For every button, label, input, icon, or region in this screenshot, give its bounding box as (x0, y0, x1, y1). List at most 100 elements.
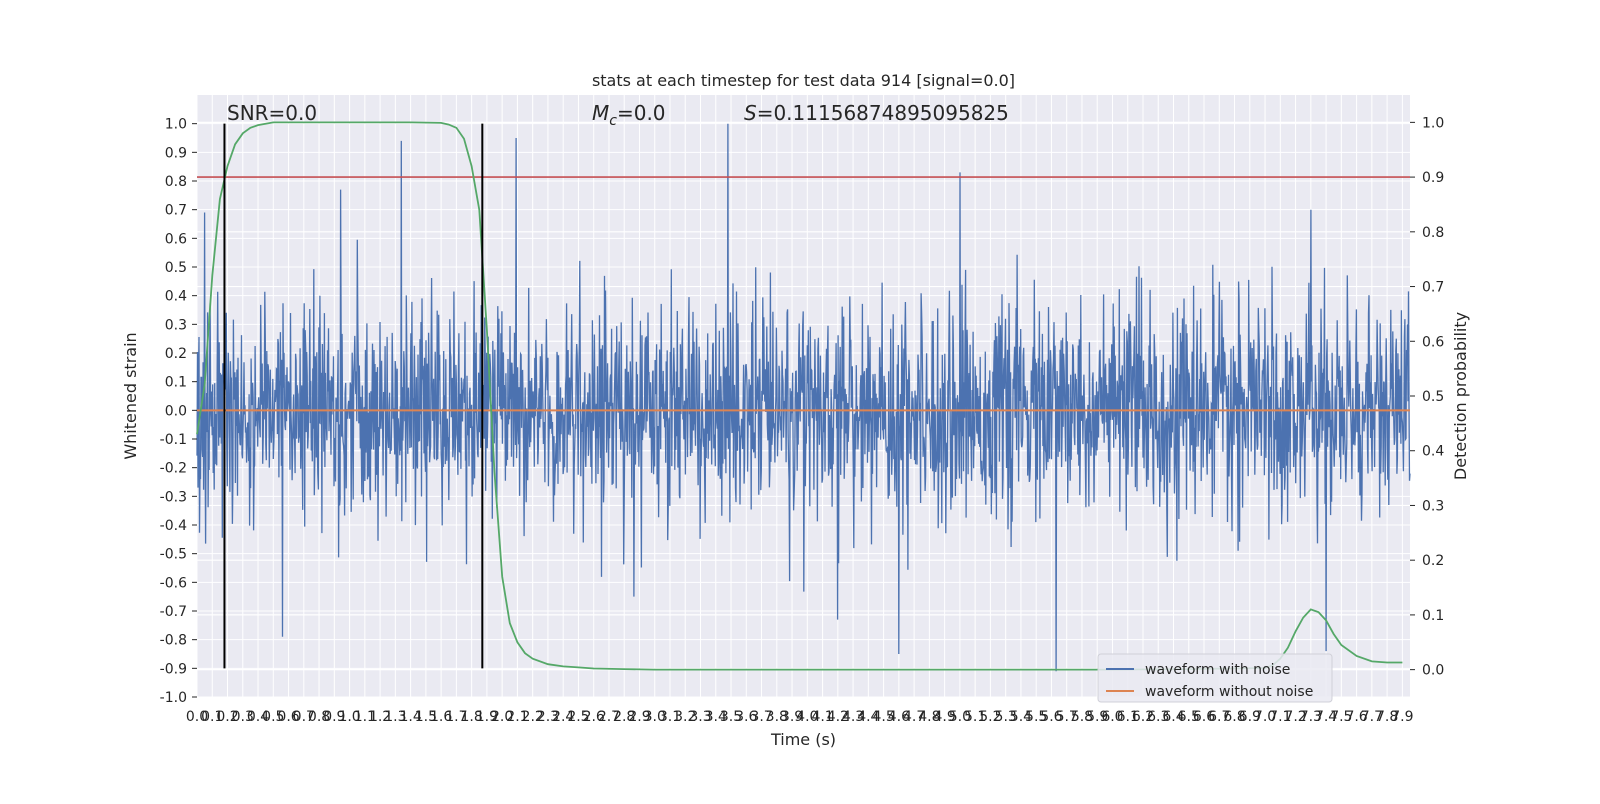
y-left-tick-label: 0.9 (165, 145, 187, 161)
y-left-tick-label: 0.5 (165, 260, 187, 276)
y-left-tick-label: 0.1 (165, 375, 187, 391)
x-tick-label: 5.3 (995, 709, 1017, 725)
x-tick-label: 5.8 (1071, 709, 1093, 725)
x-tick-label: 6.3 (1147, 709, 1169, 725)
chart-title: stats at each timestep for test data 914… (592, 71, 1015, 90)
x-tick-label: 4.9 (934, 709, 956, 725)
y-right-tick-label: 0.8 (1422, 225, 1444, 241)
x-tick-label: 0.6 (277, 709, 299, 725)
y-left-tick-label: -0.1 (160, 432, 187, 448)
x-tick-label: 3.7 (750, 709, 772, 725)
y-left-tick-label: 0.4 (165, 289, 187, 305)
y-left-tick-label: -0.4 (160, 518, 187, 534)
x-tick-label: 0.5 (262, 709, 284, 725)
x-tick-label: 1.0 (338, 709, 360, 725)
x-tick-label: 3.4 (705, 709, 727, 725)
s-value: =0.11156874895095825 (757, 101, 1009, 125)
y-left-tick-label: -0.3 (160, 489, 187, 505)
y-right-tick-label: 0.4 (1422, 444, 1444, 460)
y-left-tick-label: 0.2 (165, 346, 187, 362)
s-statistic-annotation: S=0.11156874895095825 (744, 101, 1009, 125)
x-tick-label: 0.9 (323, 709, 345, 725)
x-tick-label: 6.7 (1208, 709, 1230, 725)
x-tick-label: 6.8 (1223, 709, 1245, 725)
y-axis-left-label: Whitened strain (121, 332, 140, 459)
x-tick-label: 0.8 (308, 709, 330, 725)
x-tick-label: 5.4 (1010, 709, 1032, 725)
mc-symbol: M (592, 101, 609, 125)
x-tick-label: 2.0 (491, 709, 513, 725)
x-tick-label: 4.3 (842, 709, 864, 725)
x-tick-label: 6.5 (1178, 709, 1200, 725)
y-right-tick-label: 0.7 (1422, 280, 1444, 296)
y-left-tick-label: -0.2 (160, 461, 187, 477)
s-symbol: S (744, 101, 757, 125)
x-tick-label: 1.7 (445, 709, 467, 725)
x-tick-label: 2.6 (583, 709, 605, 725)
x-tick-label: 0.7 (293, 709, 315, 725)
x-tick-label: 5.6 (1040, 709, 1062, 725)
x-tick-label: 0.0 (186, 709, 208, 725)
x-tick-label: 2.4 (552, 709, 574, 725)
x-tick-label: 1.4 (399, 709, 421, 725)
x-tick-label: 7.4 (1315, 709, 1337, 725)
x-tick-label: 7.7 (1361, 709, 1383, 725)
x-tick-label: 6.2 (1132, 709, 1154, 725)
y-left-tick-label: 0.8 (165, 174, 187, 190)
x-tick-label: 7.6 (1345, 709, 1367, 725)
y-right-tick-label: 0.2 (1422, 553, 1444, 569)
x-tick-label: 5.1 (964, 709, 986, 725)
y-right-tick-label: 1.0 (1422, 115, 1444, 131)
y-left-tick-label: -0.9 (160, 661, 187, 677)
x-tick-label: 5.5 (1025, 709, 1047, 725)
x-tick-label: 7.0 (1254, 709, 1276, 725)
y-right-tick-label: 0.6 (1422, 334, 1444, 350)
x-tick-label: 5.9 (1086, 709, 1108, 725)
x-tick-label: 2.7 (598, 709, 620, 725)
x-tick-label: 6.1 (1117, 709, 1139, 725)
x-tick-label: 1.8 (461, 709, 483, 725)
x-tick-label: 3.3 (689, 709, 711, 725)
x-tick-label: 0.1 (201, 709, 223, 725)
y-left-tick-label: -0.6 (160, 575, 187, 591)
noise-series-layer (196, 123, 1411, 672)
y-right-tick-label: 0.5 (1422, 389, 1444, 405)
x-tick-label: 4.1 (811, 709, 833, 725)
x-tick-label: 3.8 (766, 709, 788, 725)
x-tick-label: 4.4 (857, 709, 879, 725)
x-tick-label: 4.2 (827, 709, 849, 725)
axes-layer: 0.00.10.20.30.40.50.60.70.80.91.01.11.21… (160, 115, 1445, 725)
x-tick-label: 1.1 (354, 709, 376, 725)
x-tick-label: 6.9 (1239, 709, 1261, 725)
mc-value: =0.0 (617, 101, 666, 125)
x-tick-label: 7.9 (1391, 709, 1413, 725)
x-tick-label: 3.2 (674, 709, 696, 725)
x-tick-label: 0.2 (216, 709, 238, 725)
x-tick-label: 3.1 (659, 709, 681, 725)
x-tick-label: 4.8 (918, 709, 940, 725)
legend-label-clean: waveform without noise (1145, 684, 1313, 700)
y-right-tick-label: 0.3 (1422, 498, 1444, 514)
y-right-tick-label: 0.0 (1422, 663, 1444, 679)
x-tick-label: 4.6 (888, 709, 910, 725)
x-tick-label: 7.8 (1376, 709, 1398, 725)
y-left-tick-label: 0.3 (165, 317, 187, 333)
y-left-tick-label: 1.0 (165, 117, 187, 133)
x-tick-label: 6.0 (1101, 709, 1123, 725)
chirp-mass-annotation: Mc=0.0 (592, 101, 666, 129)
y-left-tick-label: 0.0 (165, 403, 187, 419)
x-tick-label: 2.9 (628, 709, 650, 725)
legend: waveform with noise waveform without noi… (1097, 653, 1333, 703)
y-right-tick-label: 0.1 (1422, 608, 1444, 624)
x-tick-label: 5.0 (949, 709, 971, 725)
x-tick-label: 1.9 (476, 709, 498, 725)
x-tick-label: 4.5 (872, 709, 894, 725)
legend-label-noise: waveform with noise (1145, 662, 1290, 678)
x-tick-label: 2.8 (613, 709, 635, 725)
x-axis-label: Time (s) (770, 730, 836, 749)
x-tick-label: 5.7 (1056, 709, 1078, 725)
x-tick-label: 0.4 (247, 709, 269, 725)
x-tick-label: 3.9 (781, 709, 803, 725)
